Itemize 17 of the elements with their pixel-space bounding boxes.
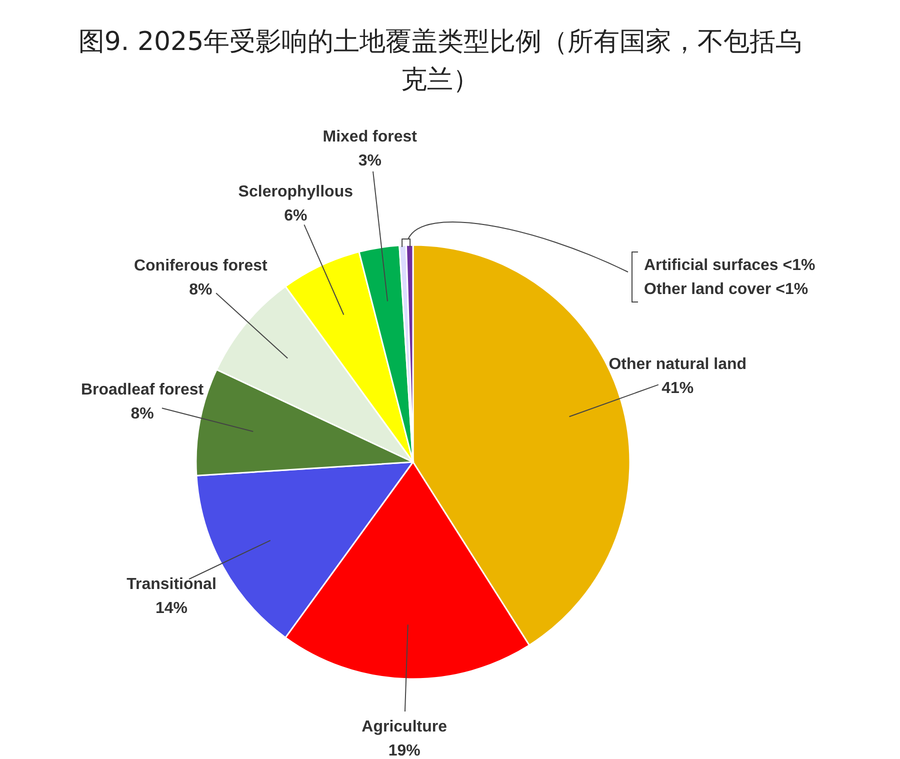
slice-label: Transitional	[126, 576, 216, 593]
data-label: 8%	[189, 281, 212, 298]
data-label: 6%	[284, 208, 308, 225]
data-label: 19%	[388, 742, 420, 759]
slice-label: Other land cover <1%	[644, 281, 808, 298]
slice-label: Artificial surfaces <1%	[644, 257, 816, 274]
slice-label: Agriculture	[362, 718, 448, 736]
data-label: 41%	[662, 380, 694, 398]
data-label: 8%	[130, 405, 154, 422]
slice-label: Coniferous forest	[134, 257, 268, 274]
slice-label: Other natural land	[608, 356, 747, 374]
chart-title: 图9. 2025年受影响的土地覆盖类型比例（所有国家，不包括乌克兰）	[78, 27, 802, 95]
slice-label: Broadleaf forest	[80, 381, 204, 398]
data-label: 3%	[358, 152, 382, 170]
data-label: 14%	[155, 600, 188, 617]
slice-label: Mixed forest	[322, 128, 418, 146]
slice-label: Sclerophyllous	[238, 184, 354, 201]
